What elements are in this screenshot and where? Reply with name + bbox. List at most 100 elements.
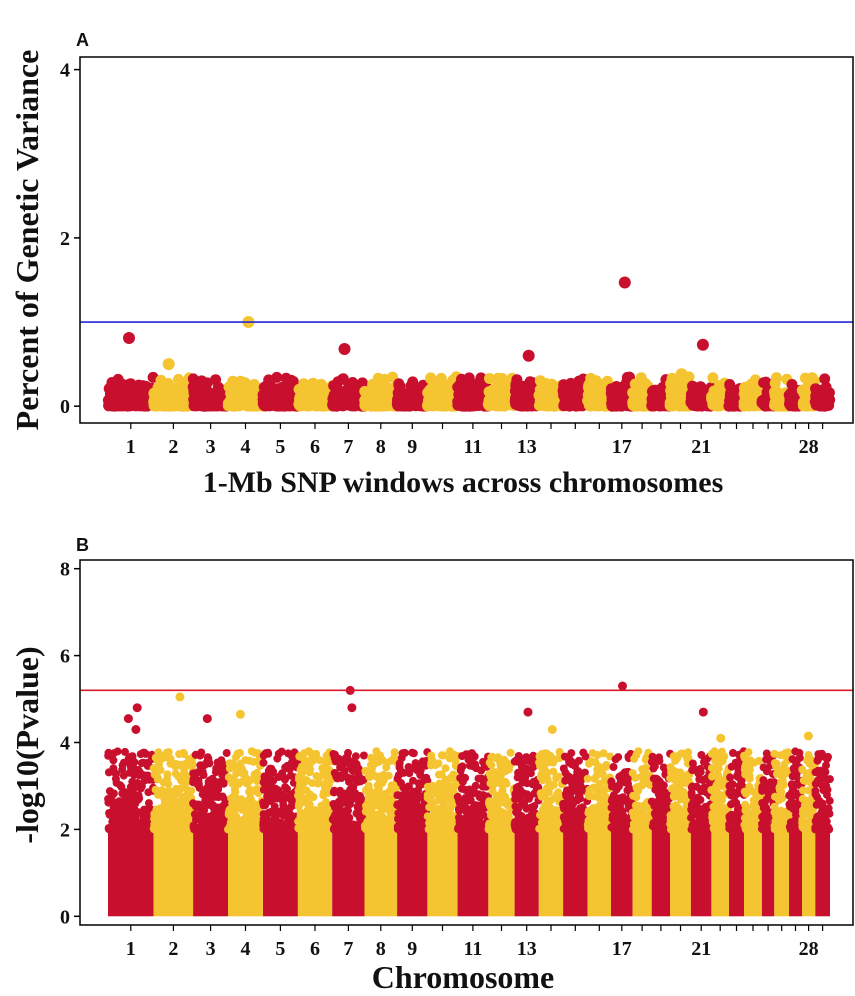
snp-window-point bbox=[116, 387, 127, 399]
snp-point bbox=[193, 780, 202, 789]
snp-point bbox=[404, 763, 413, 771]
snp-point bbox=[415, 781, 424, 790]
snp-point bbox=[369, 790, 378, 799]
snp-window-point bbox=[422, 399, 434, 411]
snp-point bbox=[160, 799, 169, 808]
snp-window-point bbox=[585, 372, 597, 384]
snp-point bbox=[351, 752, 360, 761]
highlighted-point bbox=[618, 276, 631, 289]
snp-point bbox=[382, 763, 391, 772]
snp-window-point bbox=[740, 392, 752, 404]
snp-point bbox=[163, 770, 172, 779]
snp-point bbox=[157, 789, 166, 797]
snp-point bbox=[188, 760, 197, 769]
snp-point bbox=[261, 749, 270, 758]
snp-point bbox=[417, 825, 426, 834]
snp-point bbox=[368, 762, 377, 771]
snp-point bbox=[172, 784, 181, 793]
snp-point bbox=[331, 757, 340, 766]
snp-point bbox=[315, 756, 324, 765]
snp-window-point bbox=[173, 373, 184, 385]
snp-point bbox=[199, 771, 208, 779]
snp-point bbox=[152, 805, 161, 814]
snp-point bbox=[359, 751, 368, 760]
x-tick-label: 9 bbox=[407, 436, 417, 458]
snp-point bbox=[173, 798, 182, 807]
x-tick-label: 28 bbox=[799, 436, 819, 458]
snp-window-point bbox=[667, 385, 679, 397]
snp-point bbox=[411, 799, 419, 808]
snp-point bbox=[445, 782, 454, 791]
snp-window-point bbox=[372, 399, 383, 411]
snp-point bbox=[434, 759, 443, 768]
snp-point bbox=[353, 803, 362, 812]
snp-point bbox=[123, 823, 132, 832]
snp-point bbox=[361, 824, 370, 833]
snp-point bbox=[262, 820, 271, 829]
snp-point bbox=[390, 748, 399, 757]
snp-point bbox=[105, 787, 114, 796]
snp-point bbox=[248, 824, 257, 833]
snp-point bbox=[374, 824, 383, 833]
highlighted-point bbox=[162, 358, 175, 371]
snp-window-point bbox=[534, 384, 546, 396]
snp-point bbox=[373, 813, 382, 822]
snp-point bbox=[375, 774, 384, 783]
snp-window-point bbox=[315, 378, 327, 390]
snp-window-point bbox=[201, 377, 213, 389]
snp-window-point bbox=[475, 372, 487, 384]
snp-window-point bbox=[129, 396, 141, 408]
snp-point bbox=[200, 786, 209, 795]
snp-point bbox=[437, 751, 446, 760]
snp-window-point bbox=[646, 400, 658, 412]
snp-window-point bbox=[819, 400, 831, 412]
snp-window-point bbox=[273, 397, 285, 409]
snp-point bbox=[415, 813, 424, 822]
snp-point bbox=[281, 774, 289, 783]
snp-point bbox=[245, 756, 254, 765]
snp-point bbox=[109, 764, 118, 773]
snp-point bbox=[174, 772, 183, 781]
snp-window-point bbox=[787, 386, 799, 398]
snp-point bbox=[217, 807, 226, 816]
snp-point bbox=[286, 794, 295, 802]
x-tick-label: 11 bbox=[463, 436, 482, 458]
snp-point bbox=[272, 809, 280, 818]
snp-window-point bbox=[810, 389, 822, 401]
x-tick-label: 21 bbox=[691, 436, 711, 458]
snp-point bbox=[209, 825, 218, 834]
snp-window-point bbox=[587, 388, 599, 400]
snp-point bbox=[150, 825, 159, 834]
snp-point bbox=[312, 772, 321, 780]
snp-window-point bbox=[439, 390, 451, 402]
snp-dense-band bbox=[193, 829, 228, 917]
snp-point bbox=[348, 766, 357, 775]
y-tick-label: 4 bbox=[60, 60, 70, 82]
snp-point bbox=[115, 825, 124, 834]
highlighted-point bbox=[338, 343, 351, 355]
snp-point bbox=[397, 779, 405, 787]
snp-point bbox=[248, 805, 257, 814]
snp-window-point bbox=[328, 380, 340, 392]
snp-window-point bbox=[669, 398, 681, 410]
snp-point bbox=[394, 815, 402, 823]
panel-a-y-axis-label: Percent of Genetic Variance bbox=[9, 50, 45, 431]
snp-point bbox=[395, 763, 404, 772]
snp-point bbox=[180, 750, 189, 758]
snp-point bbox=[211, 792, 220, 801]
snp-point bbox=[296, 808, 305, 817]
snp-window-point bbox=[392, 393, 404, 405]
snp-point bbox=[136, 750, 145, 759]
snp-point bbox=[181, 759, 190, 768]
snp-point bbox=[242, 812, 251, 820]
snp-point bbox=[131, 795, 140, 804]
snp-point bbox=[434, 790, 443, 799]
snp-point bbox=[222, 749, 231, 757]
snp-window-point bbox=[712, 400, 724, 412]
snp-point bbox=[377, 795, 386, 804]
panel-a-y-ticks: 024 bbox=[60, 60, 80, 418]
snp-point bbox=[273, 754, 282, 763]
snp-window-point bbox=[264, 397, 276, 409]
snp-window-point bbox=[484, 399, 496, 411]
snp-window-point bbox=[411, 387, 422, 399]
